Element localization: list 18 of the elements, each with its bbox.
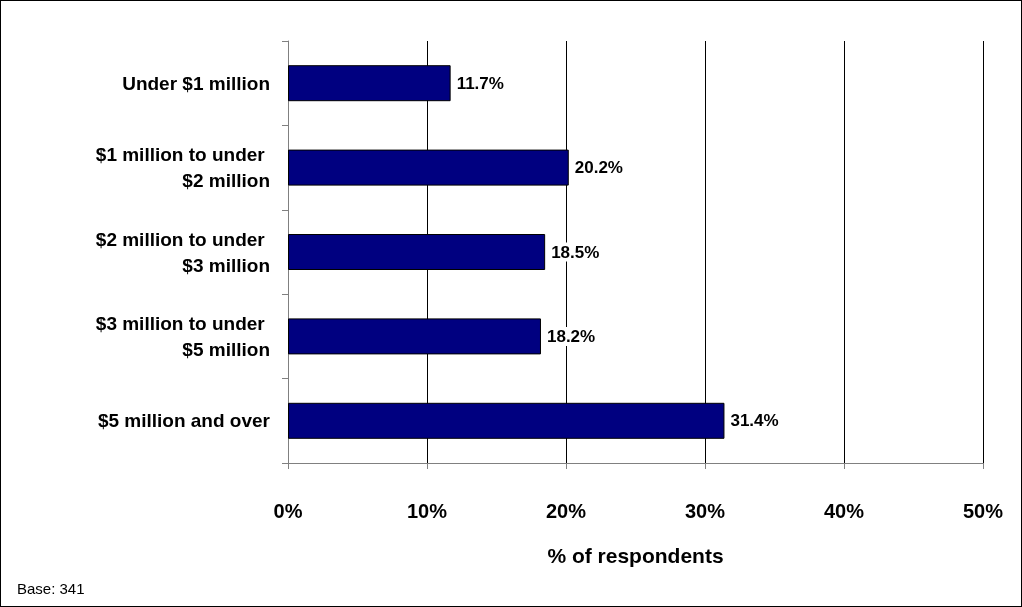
- data-label: 18.5%: [551, 242, 600, 262]
- x-tick-label: 10%: [406, 500, 448, 522]
- data-label: 11.7%: [456, 73, 504, 93]
- x-tick-label: 30%: [684, 500, 726, 522]
- x-tick-label: 20%: [545, 500, 587, 522]
- data-label: 20.2%: [574, 158, 623, 178]
- x-tick-label: 0%: [273, 500, 303, 522]
- y-tick-label: $2 million to under $3 million: [95, 228, 270, 276]
- x-tick-label: 50%: [962, 500, 1004, 522]
- y-tick-label: Under $1 million: [122, 72, 270, 94]
- y-tick-label: $5 million and over: [97, 410, 271, 432]
- y-tick-label: $1 million to under $2 million: [95, 144, 270, 192]
- text: Base: 341: [17, 580, 85, 597]
- x-tick-label: 40%: [823, 500, 865, 522]
- x-axis-title: % of respondents: [547, 544, 724, 567]
- data-label: 31.4%: [730, 411, 779, 431]
- y-tick-label: $3 million to under $5 million: [95, 312, 270, 360]
- data-label: 18.2%: [546, 326, 596, 346]
